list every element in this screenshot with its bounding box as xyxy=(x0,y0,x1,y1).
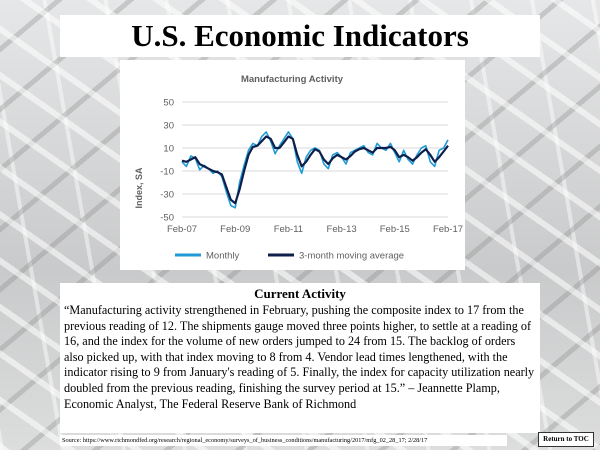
x-tick-label: Feb-09 xyxy=(220,224,250,235)
manufacturing-activity-chart: Manufacturing Activity Index, SA 50 30 10 -… xyxy=(134,74,463,262)
series-line-moving-average xyxy=(181,135,449,205)
legend-label: 3-month moving average xyxy=(299,251,404,262)
page-title: U.S. Economic Indicators xyxy=(131,18,469,53)
x-tick-label: Feb-11 xyxy=(274,224,303,235)
section-heading: Current Activity xyxy=(254,286,346,301)
y-tick-label: 30 xyxy=(163,121,174,132)
x-tick-label: Feb-07 xyxy=(167,224,197,235)
y-tick-label: -30 xyxy=(160,190,174,201)
x-axis-ticks: Feb-07 Feb-09 Feb-11 Feb-13 Feb-15 Feb-17 xyxy=(167,224,463,235)
quote-text: “Manufacturing activity strengthened in … xyxy=(64,303,535,411)
x-tick-label: Feb-15 xyxy=(380,224,410,235)
title-banner: U.S. Economic Indicators xyxy=(60,15,540,57)
y-tick-label: 10 xyxy=(163,144,174,155)
source-citation: Source: https://www.richmondfed.org/rese… xyxy=(60,435,507,446)
y-tick-label: 50 xyxy=(163,98,174,109)
y-tick-label: -50 xyxy=(160,213,174,224)
legend-label: Monthly xyxy=(206,251,240,262)
x-tick-label: Feb-17 xyxy=(433,224,463,235)
x-tick-label: Feb-13 xyxy=(327,224,357,235)
chart-title: Manufacturing Activity xyxy=(241,74,344,85)
series-line-monthly xyxy=(181,131,449,209)
return-to-toc-button[interactable]: Return to TOC xyxy=(538,432,594,447)
y-axis-label: Index, SA xyxy=(134,167,144,209)
y-axis-ticks: 50 30 10 -10 -30 -50 xyxy=(160,98,174,224)
chart-legend: Monthly 3-month moving average xyxy=(175,251,404,262)
series-lines xyxy=(181,131,449,209)
y-tick-label: -10 xyxy=(160,167,174,178)
current-activity-panel: Current Activity “Manufacturing activity… xyxy=(60,283,540,433)
chart-panel: Manufacturing Activity Index, SA 50 30 10 -… xyxy=(120,60,465,270)
